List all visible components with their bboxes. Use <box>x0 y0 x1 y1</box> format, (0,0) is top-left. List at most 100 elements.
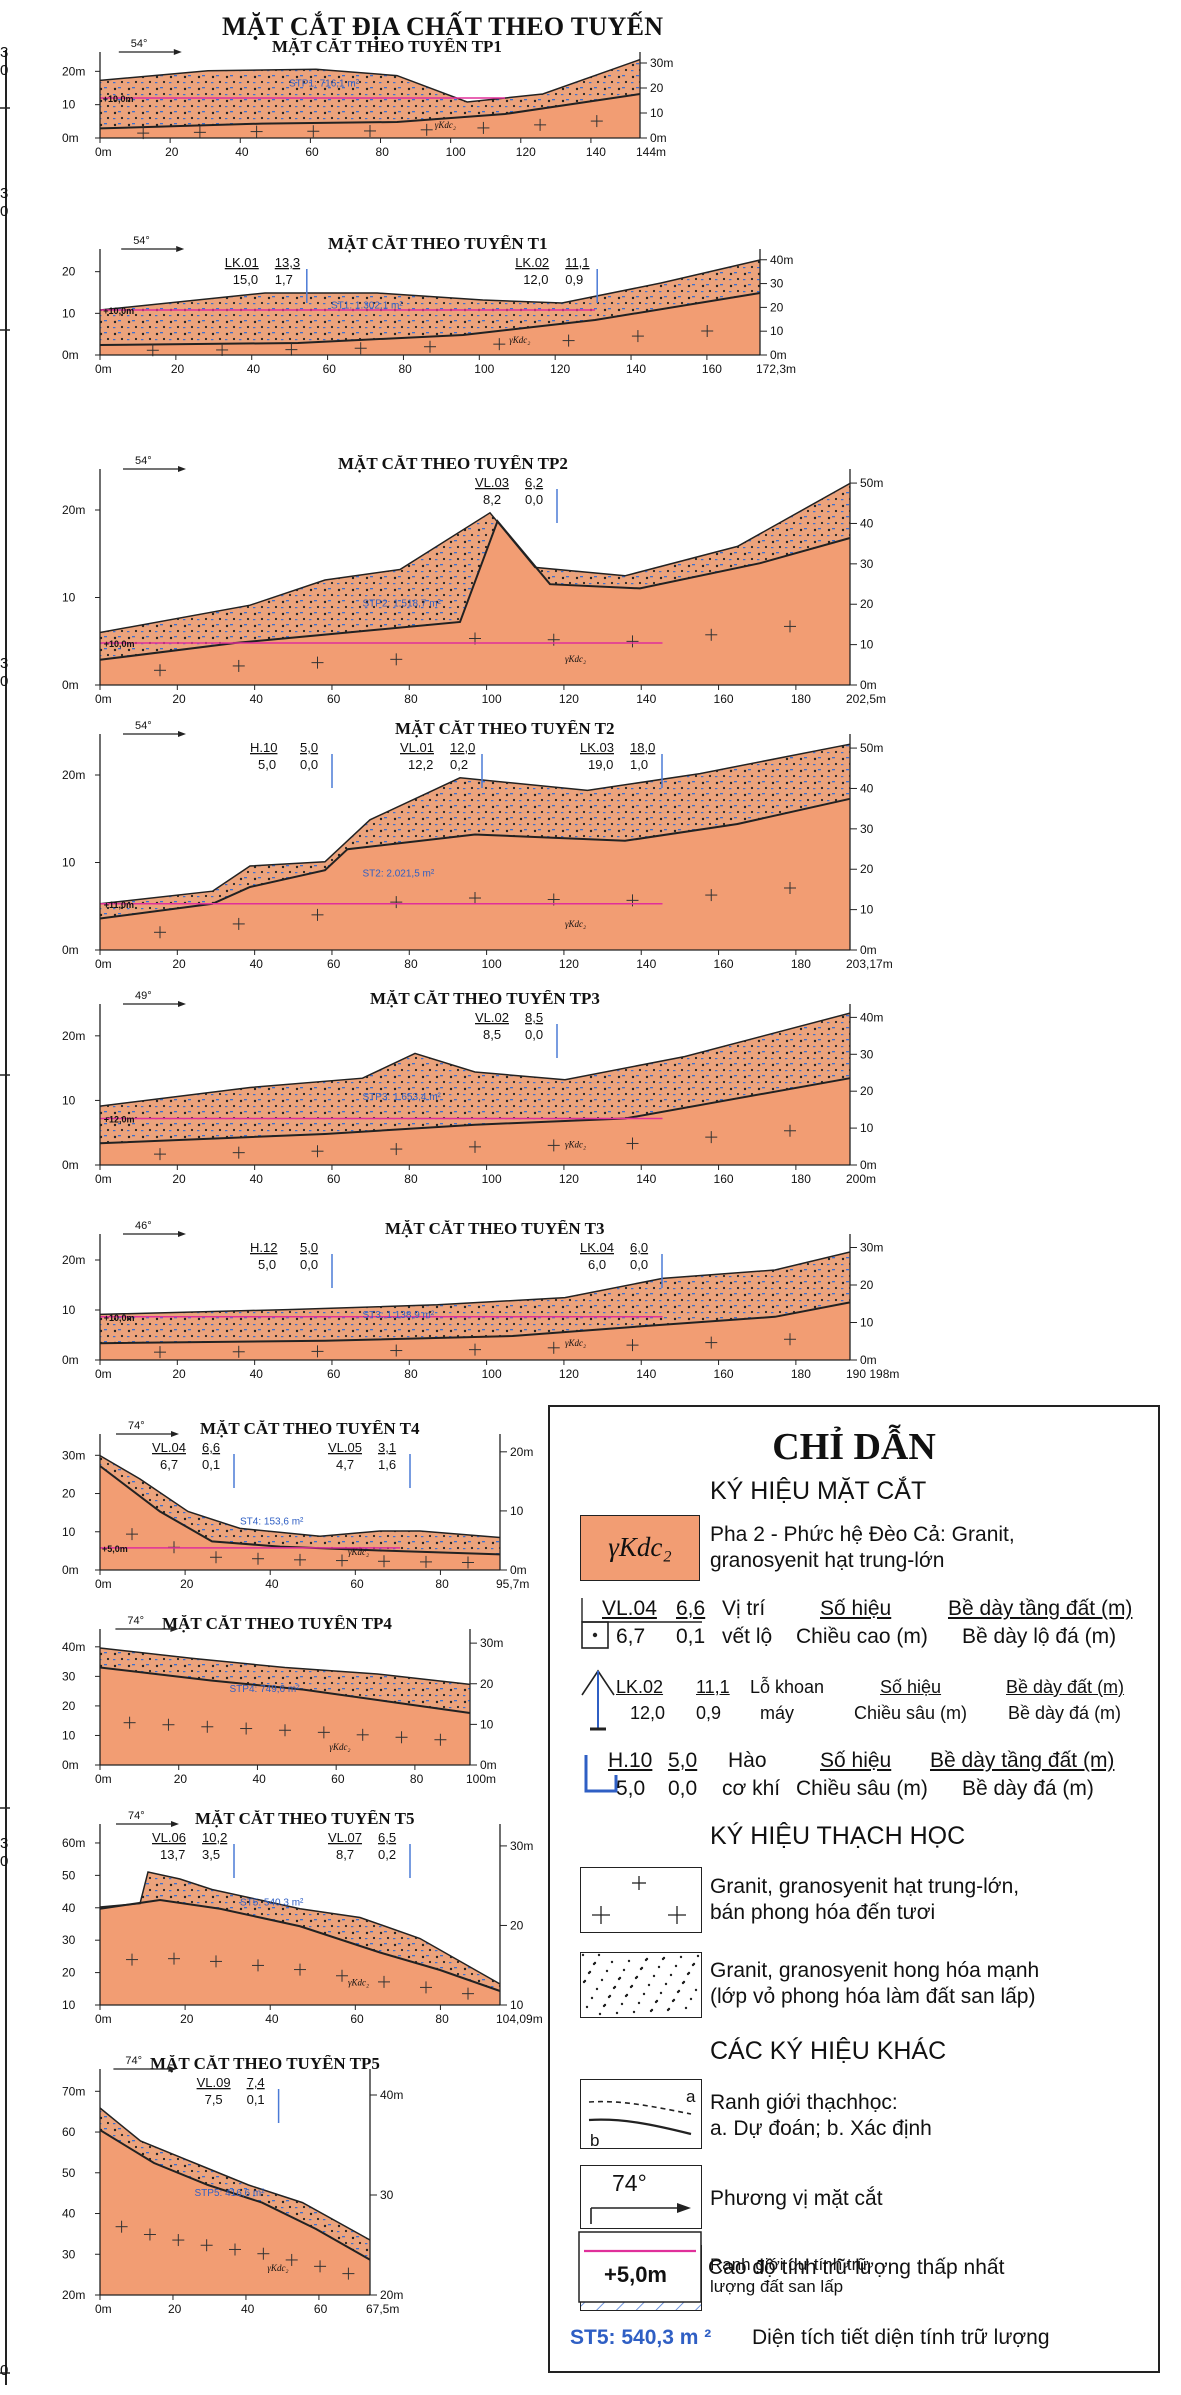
right-y-label: 30m <box>650 56 673 70</box>
x-tick-label: 120 <box>559 1367 579 1381</box>
x-tick-label: 20 <box>180 2012 194 2026</box>
weathered-dot <box>652 1974 656 1978</box>
annotation-value-c: 0,0 <box>525 1027 543 1042</box>
outcrop-symbol <box>581 1598 702 1649</box>
ground-surface <box>99 1454 501 1539</box>
azimuth-label: 54° <box>135 720 152 732</box>
annotation-value-a: 6,6 <box>202 1440 220 1455</box>
lk-h1: Số hiệu <box>880 1677 942 1697</box>
annotation-value-b: 8,5 <box>483 1027 501 1042</box>
page-title: MẶT CẮT ĐỊA CHẤT THEO TUYẾN <box>222 12 664 41</box>
x-tick-label: 0m <box>95 362 112 376</box>
lk-code: LK.02 <box>616 1677 664 1697</box>
x-tick-label: 20 <box>172 692 186 706</box>
annotation-code: VL.06 <box>152 1830 186 1845</box>
weathered-dot <box>590 1996 594 2000</box>
azimuth-arrowhead <box>168 2066 177 2072</box>
x-tick-label: 140 <box>636 1172 656 1186</box>
right-y-label: 20 <box>860 1278 874 1292</box>
weathered-dot <box>582 1980 586 1984</box>
ground-surface <box>99 1647 471 1686</box>
right-y-label: 10 <box>510 1998 524 2012</box>
annotation-value-b: 7,5 <box>205 2092 223 2107</box>
rock-code: γKdc₂ <box>509 335 530 345</box>
section-t3: MẶT CẮT THEO TUYẾN T3 γKdc₂ +10,0m ST3: 1.1… <box>62 1220 899 1381</box>
x-tick-label: 0m <box>95 957 112 971</box>
granite-body <box>100 798 850 950</box>
granite-body <box>100 521 850 685</box>
h-h4: Bề dày đá (m) <box>962 1777 1094 1800</box>
x-end-label: 200m <box>846 1172 876 1186</box>
annotation-value-b: 8,7 <box>336 1847 354 1862</box>
annotation-value-b: 13,7 <box>160 1847 185 1862</box>
section-tp1: MẶT CẮT THEO TUYẾN TP1 γKdc₂ +10,0m STP1: 7… <box>62 38 673 159</box>
x-tick-label: 160 <box>714 1367 734 1381</box>
x-tick-label: 60 <box>350 2012 364 2026</box>
vl-c: 0,1 <box>676 1625 706 1648</box>
x-end-label: 202,5m <box>846 692 886 706</box>
left-y-label: 30m <box>62 1448 85 1462</box>
x-tick-label: 80 <box>398 362 412 376</box>
x-tick-label: 100 <box>474 362 494 376</box>
min-level-label: +10,0m <box>103 94 134 104</box>
x-tick-label: 100 <box>482 1367 502 1381</box>
right-y-label: 10 <box>860 903 874 917</box>
hatch-line1: Ranh giới dự tính trữ <box>710 2255 869 2274</box>
weathered-dot <box>689 1997 693 2001</box>
weathered-dot <box>639 1967 643 1971</box>
lith-boundary <box>99 1077 851 1145</box>
x-tick-label: 160 <box>714 692 734 706</box>
annotation-value-a: 10,2 <box>202 1830 227 1845</box>
ground-surface <box>99 482 851 634</box>
weathered-dot <box>607 1995 611 1999</box>
annotation-value-a: 6,0 <box>630 1240 648 1255</box>
left-y-label: 10 <box>62 1303 76 1317</box>
annotation-value-b: 12,0 <box>523 272 548 287</box>
lk-c: 0,9 <box>696 1703 722 1723</box>
x-end-label: 203,17m <box>846 957 893 971</box>
weathered-dot <box>661 1957 665 1961</box>
annotation-value-a: 18,0 <box>630 740 655 755</box>
section-t1: MẶT CẮT THEO TUYẾN T1 γKdc₂ +10,0m ST1: 1.3… <box>62 235 796 376</box>
area-label: ST1: 1.302,1 m² <box>331 301 403 312</box>
section-title: MẶT CẮT THEO TUYẾN T5 <box>195 1810 415 1828</box>
ground-surface <box>99 1012 851 1107</box>
rock-code: γKdc₂ <box>329 1742 350 1752</box>
area-label: ST3: 1.138,9 m² <box>363 1310 435 1321</box>
azimuth-arrowhead <box>178 1231 186 1237</box>
left-frame-edge <box>0 50 10 2385</box>
x-tick-label: 60 <box>323 362 337 376</box>
weathered-dot <box>676 1990 680 1994</box>
section-title: MẶT CẮT THEO TUYẾN TP3 <box>370 990 600 1008</box>
annotation-code: VL.01 <box>400 740 434 755</box>
h-t2: cơ khí <box>722 1777 781 1800</box>
azimuth-arrowhead <box>178 1001 186 1007</box>
section-t4: MẶT CẮT THEO TUYẾN T4 γKdc₂ +5,0m ST4: 153,… <box>62 1420 533 1591</box>
legend-heading-sections: KÝ HIỆU MẶT CẮT <box>710 1477 927 1505</box>
x-tick-label: 100 <box>446 145 466 159</box>
legend-heading-other: CÁC KÝ HIỆU KHÁC <box>710 2037 947 2065</box>
azimuth-arrowhead <box>178 466 186 472</box>
left-y-label: 10 <box>62 306 76 320</box>
rock-code: γKdc₂ <box>565 919 586 929</box>
edge-mark: 0 <box>0 1853 9 1870</box>
weathered-dot <box>620 2002 624 2006</box>
x-tick-label: 140 <box>626 362 646 376</box>
right-y-label: 10 <box>650 106 664 120</box>
x-tick-label: 120 <box>559 1172 579 1186</box>
right-y-label: 50m <box>860 741 883 755</box>
x-tick-label: 20 <box>172 1172 186 1186</box>
right-y-label: 20 <box>860 1084 874 1098</box>
left-y-label: 20m <box>62 64 85 78</box>
granite-unit-swatch: γKdc₂ <box>580 1515 700 1581</box>
azimuth-sample: 74° <box>612 2170 647 2196</box>
edge-mark: 3 <box>0 44 9 61</box>
left-y-label: 0m <box>62 131 79 145</box>
annotation-value-b: 5,0 <box>258 757 276 772</box>
right-y-label: 40m <box>380 2088 403 2102</box>
annotation-value-c: 0,9 <box>565 272 583 287</box>
left-y-label: 0m <box>62 1758 79 1772</box>
x-tick-label: 80 <box>404 692 418 706</box>
annotation-value-b: 4,7 <box>336 1457 354 1472</box>
x-tick-label: 20 <box>171 362 185 376</box>
